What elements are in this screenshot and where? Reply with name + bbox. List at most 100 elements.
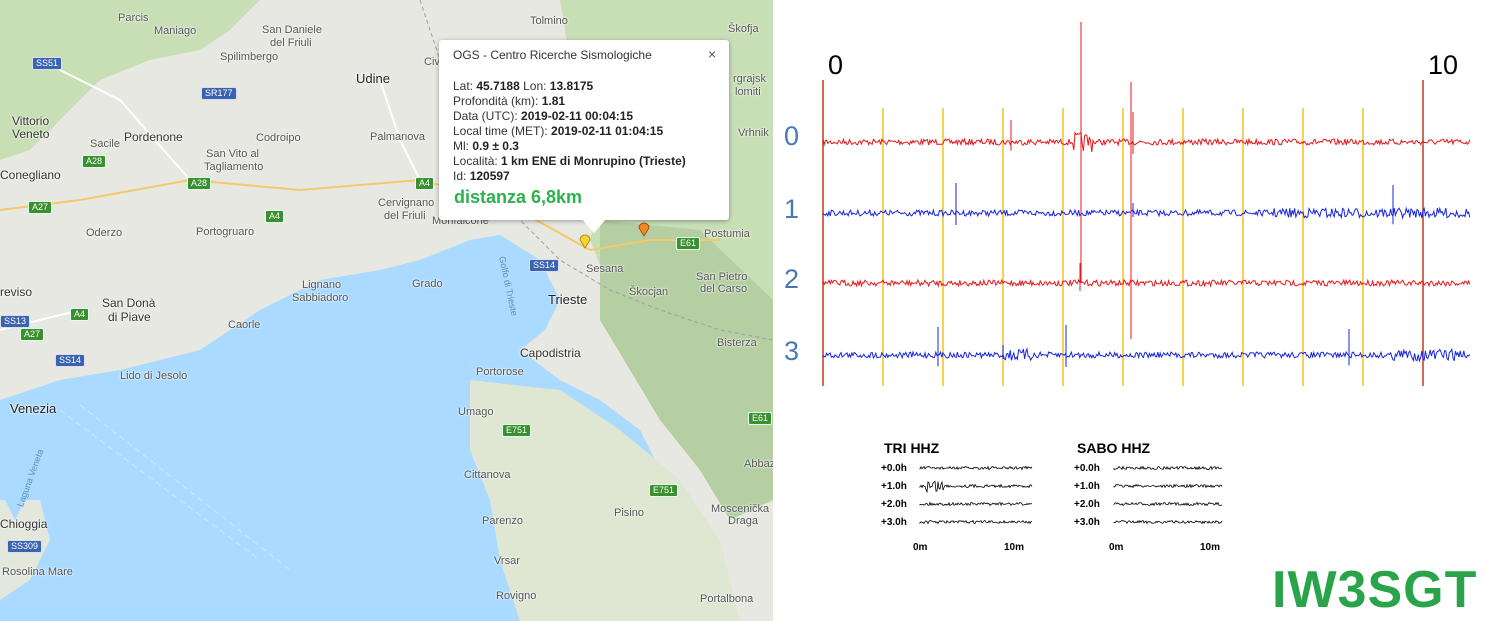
road-a27: A27 [28, 201, 53, 214]
map-label-skocjan: Škocjan [629, 286, 669, 298]
thumbnail-trace [1113, 501, 1223, 507]
thumbnail-row-label: +2.0h [881, 499, 907, 510]
seismic-trace-3 [822, 347, 1471, 363]
thumbnail-trace [919, 519, 1033, 525]
map-label-lido: Lido di Jesolo [120, 370, 188, 382]
earthquake-info-popup: OGS - Centro Ricerche Sismologiche × Lat… [439, 40, 729, 233]
map-label-sacile: Sacile [90, 138, 120, 150]
lat-label: Lat: [453, 79, 474, 93]
road-ss309: SS309 [7, 540, 43, 553]
trace-label-2: 2 [784, 264, 800, 294]
thumbnail-title: TRI HHZ [884, 440, 940, 456]
close-icon[interactable]: × [708, 46, 717, 62]
magnitude-value: 0.9 ± 0.3 [472, 139, 519, 153]
seismic-trace-0 [822, 130, 1471, 152]
map-label-maniago: Maniago [154, 25, 197, 37]
thumbnail-row-label: +0.0h [881, 463, 907, 474]
map-label-portogruaro: Portogruaro [196, 226, 255, 238]
road-e751b: E751 [649, 484, 679, 497]
map-label-grado: Grado [412, 278, 443, 290]
seismic-trace-1 [822, 206, 1471, 220]
trace-label-3: 3 [784, 336, 800, 366]
map-label-pisino: Pisino [614, 507, 644, 519]
map-label-parcis: Parcis [118, 12, 149, 24]
thumbnail-axis-end: 10m [1004, 542, 1025, 553]
popup-depth: Profondità (km): 1.81 [453, 94, 565, 108]
local-time-value: 2019-02-11 01:04:15 [551, 124, 664, 138]
popup-magnitude: Ml: 0.9 ± 0.3 [453, 139, 519, 153]
depth-value: 1.81 [541, 94, 566, 108]
map-label-vrsar: Vrsar [494, 555, 520, 567]
scale-start-label: 0 [828, 50, 844, 80]
map-label-san-dona: San Donà [102, 296, 156, 310]
road-e61b: E61 [748, 412, 773, 425]
map-label-parenzo: Parenzo [482, 515, 523, 527]
trace-label-1: 1 [784, 194, 800, 224]
map-label-chioggia: Chioggia [0, 517, 48, 531]
map-label-moscenicka: Moscenička [711, 503, 770, 515]
popup-local-time: Local time (MET): 2019-02-11 01:04:15 [453, 124, 663, 138]
road-a28b: A28 [187, 177, 212, 190]
map-label-tagliamento: Tagliamento [204, 161, 264, 173]
map-label-san-daniele: San Daniele [262, 24, 322, 36]
map-label-del-friuli: del Friuli [270, 37, 312, 49]
map-label-san-vito: San Vito al [206, 148, 260, 160]
scale-end-label: 10 [1428, 50, 1459, 80]
thumbnail-trace [1113, 483, 1223, 489]
map-label-spilimbergo: Spilimbergo [220, 51, 279, 63]
map-label-rovigno: Rovigno [496, 590, 537, 602]
thumbnail-title: SABO HHZ [1077, 440, 1151, 456]
map-label-palmanova: Palmanova [370, 131, 426, 143]
map-label-rgrajsk: rgrajsk [733, 73, 767, 85]
date-label: Data (UTC): [453, 109, 518, 123]
thumbnail-trace [919, 465, 1033, 471]
map-label-vittorio: Vittorio [12, 114, 50, 128]
lon-label: Lon: [523, 79, 547, 93]
depth-label: Profondità (km): [453, 94, 539, 108]
thumbnail-trace [919, 480, 1033, 494]
road-e61: E61 [676, 237, 701, 250]
map-label-del-friuli-2: del Friuli [384, 210, 426, 222]
date-value: 2019-02-11 00:04:15 [521, 109, 634, 123]
road-sr177: SR177 [201, 87, 237, 100]
road-ss51: SS51 [32, 57, 63, 70]
map-label-portalbona: Portalbona [700, 593, 754, 605]
map-label-umago: Umago [458, 406, 494, 418]
thumbnail-axis-start: 0m [1109, 542, 1124, 553]
thumbnail-row-label: +3.0h [1074, 517, 1100, 528]
map-label-di-piave: di Piave [108, 310, 151, 324]
map-label-udine: Udine [356, 71, 390, 86]
map-label-postumia: Postumia [704, 228, 750, 240]
thumbnail-row-label: +0.0h [1074, 463, 1100, 474]
map-label-treviso: reviso [0, 285, 33, 299]
thumbnail-row-label: +2.0h [1074, 499, 1100, 510]
lat-value: 45.7188 [476, 79, 520, 93]
map-panel[interactable]: Parcis Maniago San Daniele del Friuli Sp… [0, 0, 773, 621]
map-label-caorle: Caorle [228, 319, 261, 331]
thumbnail-row-label: +1.0h [1074, 481, 1100, 492]
seismic-trace-2 [822, 278, 1471, 288]
map-label-abbaz: Abbaz [744, 458, 773, 470]
road-ss14b: SS14 [529, 259, 560, 272]
map-label-venezia: Venezia [10, 401, 57, 416]
popup-location: Località: 1 km ENE di Monrupino (Trieste… [453, 154, 686, 168]
map-label-cittanova: Cittanova [464, 469, 511, 481]
distance-text: distanza 6,8km [454, 187, 583, 207]
trace-label-0: 0 [784, 121, 800, 151]
map-label-san-pietro: San Pietro [696, 271, 748, 283]
thumbnail-trace [1113, 465, 1223, 471]
popup-date: Data (UTC): 2019-02-11 00:04:15 [453, 109, 633, 123]
map-label-del-carso: del Carso [700, 283, 748, 295]
map-label-sesana: Sesana [586, 263, 624, 275]
thumbnail-axis-start: 0m [913, 542, 928, 553]
location-label: Località: [453, 154, 498, 168]
map-label-oderzo: Oderzo [86, 227, 123, 239]
thumbnail-row-label: +1.0h [881, 481, 907, 492]
map-label-tolmino: Tolmino [530, 15, 568, 27]
popup-id: Id: 120597 [453, 169, 510, 183]
map-label-vrhnik: Vrhnik [738, 127, 769, 139]
location-value: 1 km ENE di Monrupino (Trieste) [501, 154, 686, 168]
road-ss14: SS14 [55, 354, 86, 367]
map-label-capodistria: Capodistria [520, 346, 581, 360]
map-label-lomiti: lomiti [735, 86, 761, 98]
